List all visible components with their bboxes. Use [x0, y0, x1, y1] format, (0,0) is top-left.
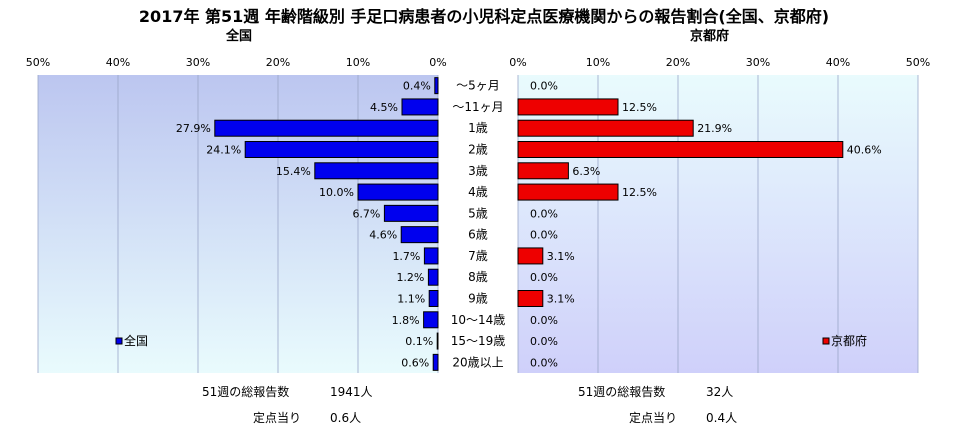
national-data-label: 0.1%	[405, 335, 433, 348]
national-legend-label: 全国	[124, 333, 148, 348]
kyoto-per-label: 定点当り	[629, 411, 678, 425]
national-plot-area	[38, 75, 438, 373]
national-data-label: 1.2%	[396, 271, 424, 284]
kyoto-per-value: 0.4人	[706, 411, 738, 425]
national-data-label: 6.7%	[352, 207, 380, 220]
national-bar	[432, 353, 439, 371]
kyoto-data-label: 3.1%	[547, 250, 575, 263]
national-data-label: 4.6%	[369, 229, 397, 242]
national-bar	[357, 183, 439, 201]
national-bar	[244, 141, 439, 158]
kyoto-data-label: 12.5%	[622, 101, 657, 114]
kyoto-data-label: 0.0%	[530, 314, 558, 327]
age-category-label: ～11ヶ月	[452, 100, 503, 114]
national-bar	[314, 162, 439, 180]
national-tick-label: 30%	[186, 56, 210, 69]
national-per-label: 定点当り	[253, 411, 302, 425]
national-bar	[434, 77, 439, 95]
kyoto-subtitle: 京都府	[690, 29, 730, 44]
national-bar	[423, 247, 439, 265]
kyoto-data-label: 0.0%	[530, 229, 558, 242]
national-tick-label: 20%	[266, 56, 290, 69]
national-tick-label: 10%	[346, 56, 370, 69]
national-data-label: 15.4%	[276, 165, 311, 178]
national-bar	[214, 119, 439, 137]
national-data-label: 10.0%	[319, 186, 354, 199]
kyoto-tick-label: 10%	[586, 56, 610, 69]
age-category-label: 5歳	[468, 206, 488, 220]
national-subtitle: 全国	[226, 29, 253, 44]
kyoto-bar	[517, 162, 569, 180]
national-data-label: 0.4%	[403, 80, 431, 93]
kyoto-tick-label: 30%	[746, 56, 770, 69]
kyoto-data-label: 0.0%	[530, 271, 558, 284]
national-bar	[401, 98, 439, 116]
national-tick-label: 0%	[429, 56, 446, 69]
national-bar	[436, 332, 439, 350]
kyoto-data-label: 0.0%	[530, 80, 558, 93]
age-category-label: 15～19歳	[451, 334, 506, 348]
age-category-label: 7歳	[468, 249, 488, 263]
kyoto-bar	[517, 183, 619, 201]
kyoto-data-label: 0.0%	[530, 356, 558, 369]
kyoto-data-label: 0.0%	[530, 207, 558, 220]
kyoto-total-value: 32人	[706, 385, 734, 399]
national-per-value: 0.6人	[330, 411, 362, 425]
kyoto-legend-label: 京都府	[831, 333, 867, 348]
age-category-label: 3歳	[468, 164, 488, 178]
kyoto-total-label: 51週の総報告数	[578, 385, 666, 399]
kyoto-bar	[517, 247, 544, 265]
national-data-label: 4.5%	[370, 101, 398, 114]
kyoto-bar	[517, 141, 844, 158]
age-category-label: 8歳	[468, 270, 488, 284]
national-data-label: 1.8%	[392, 314, 420, 327]
kyoto-tick-label: 20%	[666, 56, 690, 69]
kyoto-legend: 京都府	[822, 333, 867, 348]
age-category-label: 1歳	[468, 121, 488, 135]
kyoto-bar	[517, 98, 619, 116]
national-data-label: 24.1%	[206, 144, 241, 157]
age-category-label: 6歳	[468, 228, 488, 242]
age-category-label: 10～14歳	[451, 313, 506, 327]
national-legend: 全国	[115, 333, 148, 348]
national-data-label: 1.7%	[392, 250, 420, 263]
kyoto-bar	[517, 290, 544, 307]
kyoto-data-label: 0.0%	[530, 335, 558, 348]
national-data-label: 0.6%	[401, 356, 429, 369]
kyoto-data-label: 6.3%	[572, 165, 600, 178]
national-bar	[428, 290, 439, 307]
kyoto-legend-swatch	[822, 337, 830, 345]
national-data-label: 1.1%	[397, 293, 425, 306]
national-bar	[383, 204, 439, 222]
kyoto-data-label: 12.5%	[622, 186, 657, 199]
kyoto-data-label: 40.6%	[847, 144, 882, 157]
national-bar	[423, 311, 439, 329]
kyoto-plot-area	[518, 75, 918, 373]
kyoto-data-label: 21.9%	[697, 122, 732, 135]
kyoto-tick-label: 0%	[509, 56, 526, 69]
kyoto-bar	[517, 119, 694, 137]
age-category-label: 9歳	[468, 292, 488, 306]
national-bar	[400, 226, 439, 244]
kyoto-tick-label: 50%	[906, 56, 930, 69]
age-category-label: 20歳以上	[452, 355, 503, 369]
kyoto-data-label: 3.1%	[547, 293, 575, 306]
age-category-label: 2歳	[468, 143, 488, 157]
national-total-label: 51週の総報告数	[202, 385, 290, 399]
age-category-label: ～5ヶ月	[456, 79, 500, 93]
age-category-label: 4歳	[468, 185, 488, 199]
national-data-label: 27.9%	[176, 122, 211, 135]
national-legend-swatch	[115, 337, 123, 345]
national-bar	[427, 268, 439, 286]
national-tick-label: 40%	[106, 56, 130, 69]
national-tick-label: 50%	[26, 56, 50, 69]
chart-title: 2017年 第51週 年齢階級別 手足口病患者の小児科定点医療機関からの報告割合…	[138, 7, 830, 26]
national-total-value: 1941人	[330, 385, 373, 399]
kyoto-tick-label: 40%	[826, 56, 850, 69]
